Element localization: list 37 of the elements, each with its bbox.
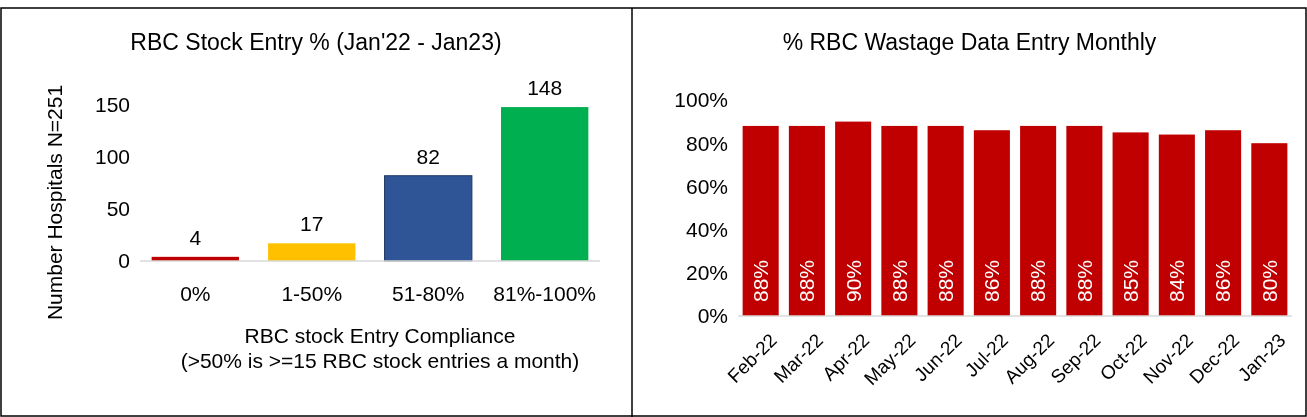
data-label: 88%: [1072, 259, 1096, 302]
bar: [384, 175, 473, 262]
data-label: 4: [189, 225, 202, 249]
y-tick-label: 50: [106, 197, 130, 221]
y-tick-label: 100: [94, 145, 130, 169]
x-tick-label: 1-50%: [281, 282, 343, 305]
y-axis-title: Number Hospitals N=251: [43, 84, 66, 321]
data-label: 90%: [841, 259, 865, 302]
data-label: 82: [416, 144, 440, 168]
y-tick-label: 20%: [685, 261, 728, 285]
data-label: 86%: [980, 259, 1004, 302]
data-label: 84%: [1165, 259, 1189, 302]
y-tick-label: 40%: [685, 217, 728, 241]
data-label: 80%: [1257, 259, 1281, 302]
chart-title: % RBC Wastage Data Entry Monthly: [782, 29, 1157, 55]
y-tick-label: 0: [118, 249, 130, 273]
x-axis-title: RBC stock Entry Compliance (>50% is >=15 RBC stock entries a month): [180, 324, 580, 372]
data-label: 85%: [1118, 259, 1142, 302]
x-tick-label: 51-80%: [392, 282, 465, 305]
bar: [501, 107, 589, 261]
y-tick-label: 0%: [697, 304, 728, 328]
y-tick-label: 100%: [674, 88, 728, 112]
data-label: 88%: [749, 259, 773, 302]
chart-title: RBC Stock Entry % (Jan'22 - Jan23): [130, 29, 502, 55]
x-tick-label: 81%-100%: [493, 282, 597, 305]
data-label: 88%: [795, 259, 819, 302]
y-tick-label: 60%: [685, 174, 728, 198]
data-label: 88%: [933, 259, 957, 302]
data-label: 148: [527, 76, 563, 100]
x-tick-label: 0%: [180, 282, 211, 305]
bar: [268, 243, 356, 261]
data-label: 86%: [1211, 259, 1235, 302]
y-tick-label: 150: [94, 93, 130, 117]
data-label: 88%: [887, 259, 911, 302]
data-label: 88%: [1026, 259, 1050, 302]
y-tick-label: 80%: [685, 131, 728, 155]
data-label: 17: [300, 212, 324, 236]
